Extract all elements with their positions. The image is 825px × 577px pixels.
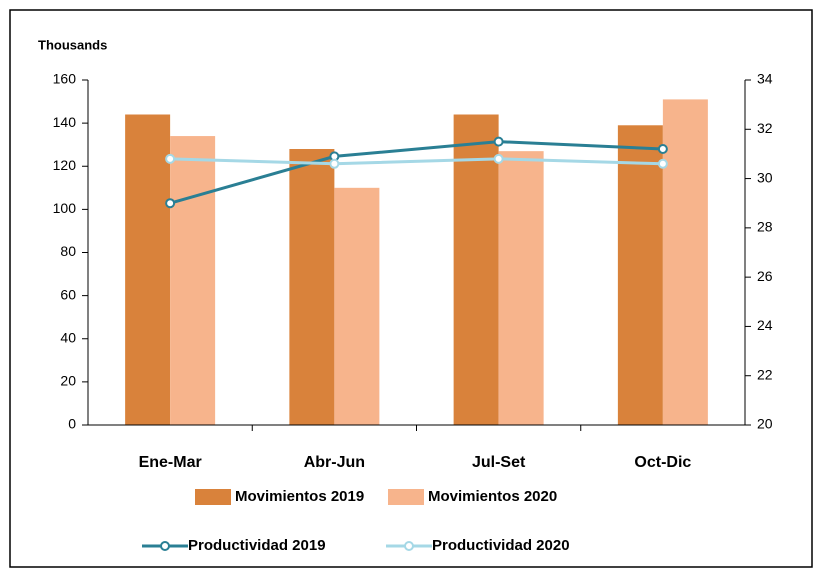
y-tick-label: 60 xyxy=(60,286,76,302)
y-tick-label: 20 xyxy=(60,373,76,389)
y2-tick-label: 30 xyxy=(757,169,773,185)
bar xyxy=(334,187,380,425)
y-tick-label: 100 xyxy=(53,200,77,216)
y2-tick-label: 34 xyxy=(757,71,773,87)
bar xyxy=(170,136,216,425)
y2-tick-label: 22 xyxy=(757,366,773,382)
y-tick-label: 40 xyxy=(60,329,76,345)
y-tick-label: 0 xyxy=(68,416,76,432)
legend-swatch xyxy=(388,489,424,505)
y2-tick-label: 32 xyxy=(757,120,773,136)
legend-label: Productividad 2020 xyxy=(432,537,570,554)
y2-tick-label: 20 xyxy=(757,416,773,432)
x-tick-label: Jul-Set xyxy=(472,454,526,471)
y-tick-label: 120 xyxy=(53,157,77,173)
line xyxy=(169,140,663,205)
bar xyxy=(617,125,663,425)
line-marker xyxy=(493,153,504,164)
bar xyxy=(125,114,171,425)
y-tick-label: 140 xyxy=(53,114,77,130)
line-marker xyxy=(657,158,668,169)
line xyxy=(170,157,663,166)
legend-swatch xyxy=(195,489,231,505)
bar xyxy=(662,99,708,425)
x-tick-label: Abr-Jun xyxy=(304,454,365,471)
legend-label: Movimientos 2020 xyxy=(428,488,557,505)
legend-label: Productividad 2019 xyxy=(188,537,326,554)
y2-tick-label: 28 xyxy=(757,219,773,235)
legend-marker xyxy=(404,541,414,551)
legend-label: Movimientos 2019 xyxy=(235,488,364,505)
x-tick-label: Ene-Mar xyxy=(139,454,202,471)
y-unit-label: Thousands xyxy=(38,37,107,52)
bar xyxy=(289,149,335,425)
line-marker xyxy=(165,153,176,164)
y-tick-label: 80 xyxy=(60,243,76,259)
bar xyxy=(453,114,499,425)
y-tick-label: 160 xyxy=(53,71,77,87)
x-tick-label: Oct-Dic xyxy=(634,454,691,471)
line-marker xyxy=(493,136,504,147)
legend-marker xyxy=(160,541,170,551)
y2-tick-label: 24 xyxy=(757,317,773,333)
line-marker xyxy=(657,144,668,154)
line-marker xyxy=(165,198,176,209)
y2-tick-label: 26 xyxy=(757,268,773,284)
line-marker xyxy=(329,158,340,169)
bar xyxy=(498,151,544,425)
